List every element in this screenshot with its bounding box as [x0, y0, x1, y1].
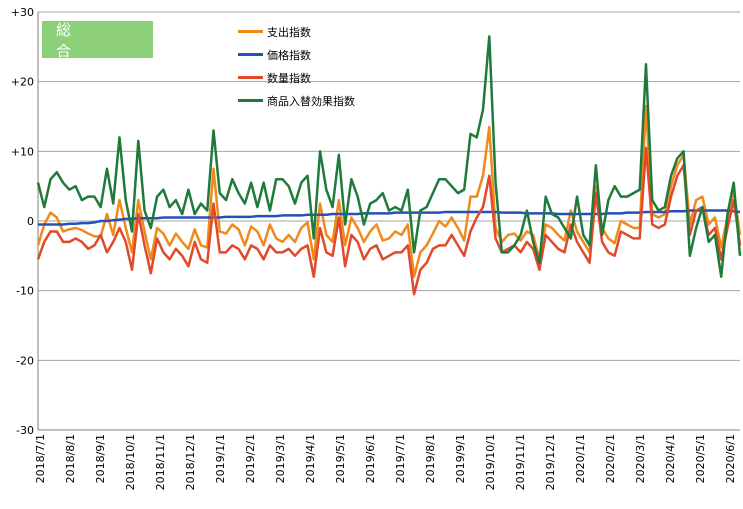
section-badge: 総 合	[42, 21, 153, 60]
legend-item-expenditure: 支出指数	[238, 20, 355, 43]
x-tick-label: 2020/5/1	[694, 434, 707, 483]
x-tick-label: 2019/9/1	[454, 434, 467, 483]
x-tick-label: 2019/2/1	[244, 434, 257, 483]
legend-label-expenditure: 支出指数	[267, 25, 311, 39]
x-tick-label: 2019/8/1	[424, 434, 437, 483]
legend-swatch-replacement	[238, 99, 263, 102]
x-tick-label: 2019/3/1	[274, 434, 287, 483]
x-tick-label: 2018/8/1	[64, 434, 77, 483]
y-tick-label: -10	[16, 285, 34, 298]
x-tick-label: 2020/6/1	[724, 434, 737, 483]
x-tick-labels: 2018/7/1 2018/8/1 2018/9/1 2018/10/1 2018/11…	[34, 434, 737, 490]
series-line-3	[36, 35, 742, 278]
x-tick-label: 2019/10/1	[484, 434, 497, 490]
legend-swatch-expenditure	[238, 30, 263, 33]
y-tick-label: -30	[16, 424, 34, 437]
legend-item-quantity: 数量指数	[238, 66, 355, 89]
y-tick-label: 0	[27, 215, 34, 228]
x-tick-label: 2018/12/1	[184, 434, 197, 490]
x-tick-label: 2019/5/1	[334, 434, 347, 483]
x-tick-label: 2019/12/1	[544, 434, 557, 490]
legend-swatch-quantity	[238, 76, 263, 79]
x-tick-label: 2020/2/1	[604, 434, 617, 483]
grid-lines	[38, 11, 740, 431]
legend-label-replacement: 商品入替効果指数	[267, 94, 355, 108]
y-tick-label: +20	[11, 76, 34, 89]
y-tick-label: +30	[11, 6, 34, 19]
legend-label-price: 価格指数	[267, 48, 311, 62]
x-tick-label: 2018/9/1	[94, 434, 107, 483]
x-tick-label: 2020/4/1	[664, 434, 677, 483]
x-tick-label: 2019/4/1	[304, 434, 317, 483]
x-tick-label: 2020/3/1	[634, 434, 647, 483]
legend-label-quantity: 数量指数	[267, 71, 311, 85]
x-tick-label: 2019/11/1	[514, 434, 527, 490]
x-tick-label: 2018/11/1	[154, 434, 167, 490]
legend-swatch-price	[238, 53, 263, 56]
y-tick-label: -20	[16, 354, 34, 367]
y-tick-labels: -30 -20 -10 0 +10 +20 +30	[11, 6, 34, 437]
series-lines	[36, 35, 742, 296]
legend-item-price: 価格指数	[238, 43, 355, 66]
series-line-2	[36, 146, 742, 296]
x-tick-label: 2019/6/1	[364, 434, 377, 483]
x-tick-label: 2018/10/1	[124, 434, 137, 490]
axes	[37, 12, 740, 431]
series-line-1	[38, 209, 741, 226]
y-tick-label: +10	[11, 145, 34, 158]
series-line-0	[36, 104, 742, 278]
x-tick-label: 2020/1/1	[574, 434, 587, 483]
x-tick-label: 2019/7/1	[394, 434, 407, 483]
legend: 支出指数 価格指数 数量指数 商品入替効果指数	[238, 20, 355, 112]
x-tick-label: 2019/1/1	[214, 434, 227, 483]
x-tick-label: 2018/7/1	[34, 434, 47, 483]
legend-item-replacement: 商品入替効果指数	[238, 89, 355, 112]
